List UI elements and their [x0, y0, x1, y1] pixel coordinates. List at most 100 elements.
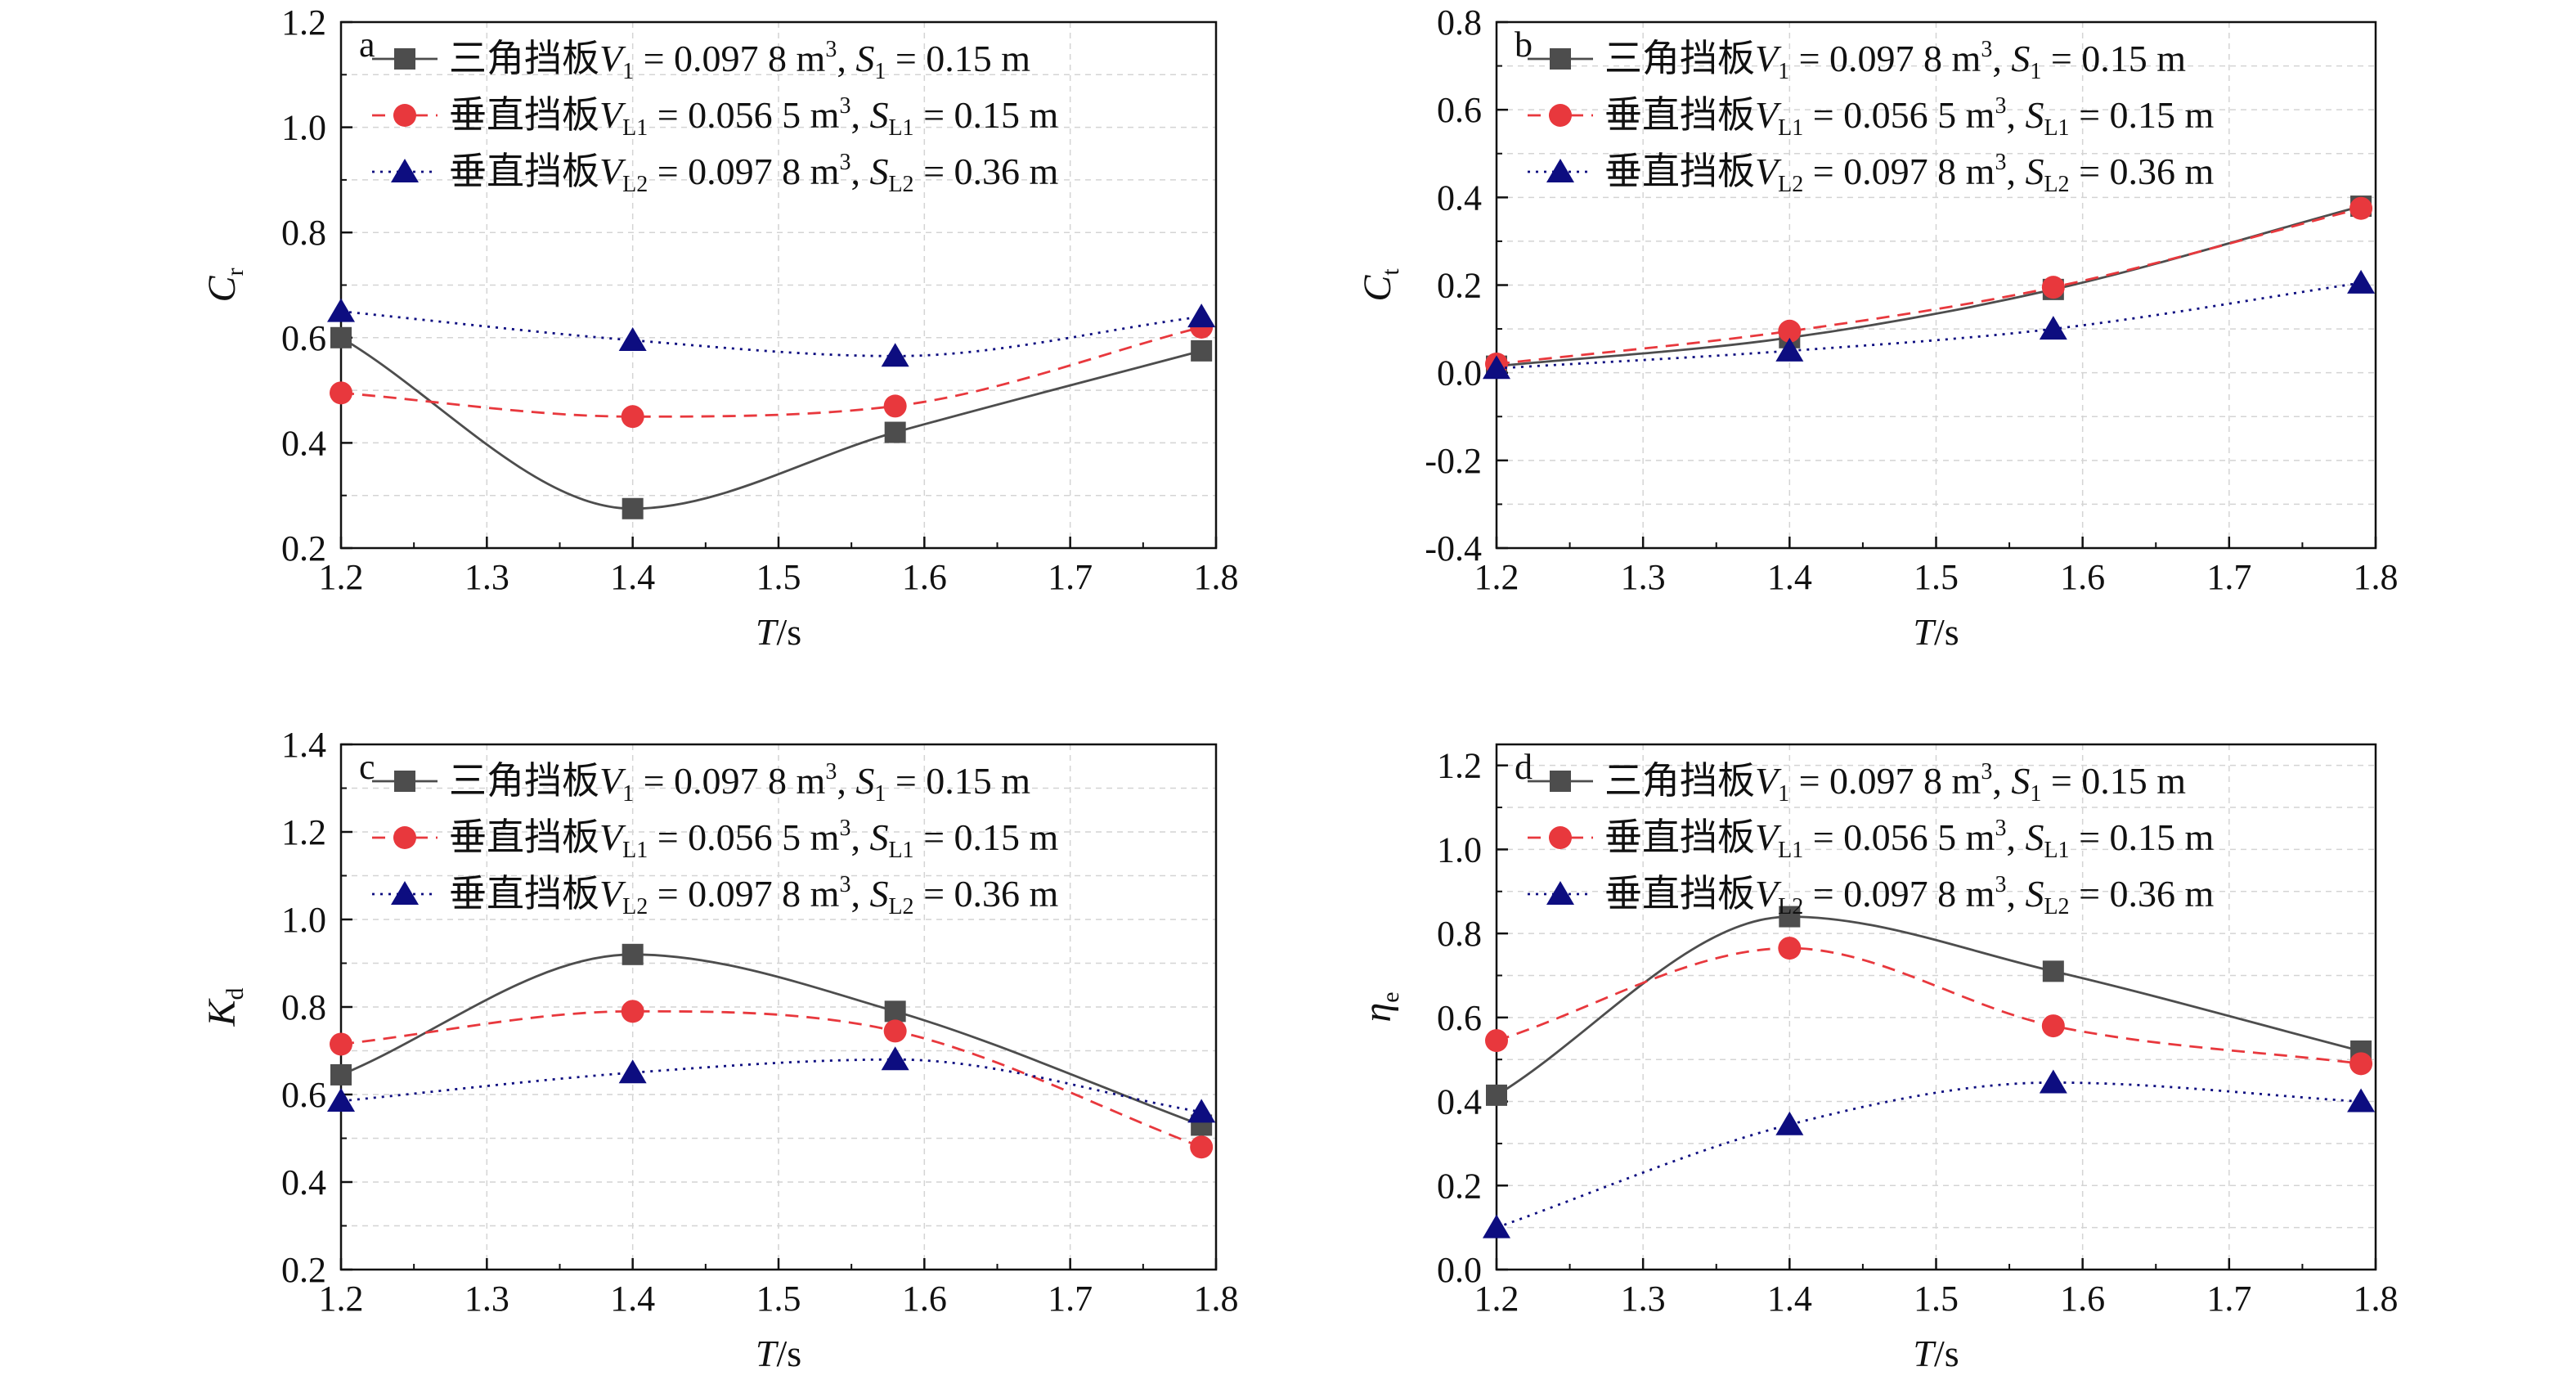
- legend-name: 三角挡板: [1604, 760, 1755, 802]
- series-line-3: [340, 1058, 1202, 1113]
- y-tick-label: 1.4: [281, 725, 326, 765]
- x-axis-label-var: T: [1913, 611, 1936, 653]
- chart-panel-d: 1.2 1.3 1.4 1.5 1.6 1.7 1.8 0.0 0.2 0.4 0.6 0.8 1.0 1…: [1356, 743, 2399, 1374]
- legend-var-sub: 1: [1778, 781, 1789, 807]
- y-axis-label: ηe: [1356, 991, 1404, 1022]
- data-point-series-3: [327, 1088, 355, 1113]
- data-point-series-3: [1775, 1111, 1804, 1135]
- y-tick-label: 0.6: [281, 318, 326, 358]
- x-tick-label: 1.4: [610, 1279, 655, 1319]
- legend-label-3: 垂直挡板VL2 = 0.097 8 m3, SL2 = 0.36 m: [1604, 150, 2215, 197]
- legend-name: 垂直挡板: [1604, 873, 1755, 915]
- series-line-2: [340, 1009, 1202, 1149]
- y-tick-label: 1.2: [1437, 746, 1482, 786]
- x-axis-label: T/s: [756, 611, 801, 653]
- series-line-3: [1496, 281, 2362, 370]
- x-tick-label: 1.3: [1621, 1279, 1666, 1319]
- legend-var-sub: 1: [622, 59, 634, 84]
- legend-s-sub: L2: [888, 894, 913, 919]
- legend-v-sup: 3: [825, 37, 837, 62]
- x-tick-label: 1.3: [464, 557, 509, 597]
- series-line-3: [1496, 1081, 2362, 1229]
- legend-sep: ,: [850, 151, 869, 192]
- legend-s-var: S: [2025, 873, 2044, 915]
- data-point-series-3: [618, 327, 647, 352]
- legend-s-var: S: [869, 873, 888, 915]
- legend-var: V: [1755, 873, 1782, 915]
- data-point-series-2: [1778, 319, 1802, 343]
- x-tick-label: 1.2: [1474, 1279, 1519, 1319]
- legend-v-value: = 0.056 5 m: [648, 816, 839, 858]
- y-axis-label-sub: t: [1377, 268, 1404, 276]
- legend-s-var: S: [2025, 816, 2044, 858]
- legend-s-value: = 0.36 m: [914, 873, 1059, 915]
- legend-s-value: = 0.15 m: [2070, 94, 2215, 136]
- legend-marker-3: [391, 881, 419, 905]
- legend-s-sub: L1: [2044, 838, 2069, 863]
- legend-v-sup: 3: [839, 93, 850, 119]
- legend-label-2: 垂直挡板VL1 = 0.056 5 m3, SL1 = 0.15 m: [1604, 93, 2215, 141]
- legend-v-sup: 3: [1981, 759, 1992, 784]
- legend-marker-1: [394, 48, 415, 70]
- legend-v-sup: 3: [1995, 872, 2006, 897]
- y-tick-label: 0.6: [1437, 998, 1482, 1038]
- legend-name: 垂直挡板: [449, 873, 599, 915]
- y-axis-label-main: K: [200, 998, 244, 1027]
- y-tick-label: 0.4: [1437, 1082, 1482, 1122]
- legend-var: V: [1755, 816, 1782, 858]
- x-tick-label: 1.3: [1621, 557, 1666, 597]
- x-tick-label: 1.2: [1474, 557, 1519, 597]
- data-point-series-2: [2349, 196, 2373, 220]
- x-tick-label: 1.5: [1914, 1279, 1959, 1319]
- x-tick-label: 1.4: [1767, 1279, 1812, 1319]
- legend-var: V: [599, 816, 626, 858]
- data-point-series-2: [1485, 1029, 1508, 1053]
- legend-var-sub: L2: [622, 172, 648, 197]
- y-tick-label: 0.8: [1437, 914, 1482, 954]
- legend-v-sup: 3: [1995, 816, 2006, 841]
- legend-name: 垂直挡板: [1604, 816, 1755, 858]
- legend-s-value: = 0.36 m: [2070, 873, 2215, 915]
- series-line-1: [340, 953, 1202, 1126]
- legend-s-var: S: [2025, 94, 2044, 136]
- legend-var: V: [1755, 38, 1782, 79]
- legend-name: 垂直挡板: [449, 94, 599, 136]
- series-line-2: [340, 326, 1202, 418]
- data-point-series-1: [1191, 339, 1213, 362]
- x-axis-label: T/s: [1913, 611, 1959, 653]
- legend-name: 垂直挡板: [1604, 94, 1755, 136]
- data-point-series-3: [881, 1046, 909, 1071]
- legend-var: V: [599, 38, 626, 79]
- data-point-series-2: [2349, 1052, 2373, 1076]
- legend-marker-1: [1550, 48, 1571, 70]
- x-axis-label-var: T: [756, 1333, 779, 1374]
- data-point-series-1: [884, 1000, 906, 1023]
- y-tick-label: 1.0: [281, 900, 326, 940]
- y-tick-label: 0.8: [281, 213, 326, 253]
- series-line-2: [1496, 207, 2362, 366]
- data-point-series-2: [2041, 276, 2065, 299]
- legend-var: V: [599, 760, 626, 802]
- legend-var-sub: L1: [622, 838, 648, 863]
- legend-s-value: = 0.15 m: [914, 94, 1059, 136]
- panel-label: d: [1515, 747, 1533, 787]
- legend-var: V: [1755, 151, 1782, 192]
- data-point-series-1: [330, 326, 352, 348]
- data-point-series-1: [2042, 960, 2064, 982]
- legend-v-sup: 3: [839, 150, 850, 175]
- legend-marker-3: [391, 159, 419, 182]
- legend-marker-2: [393, 826, 416, 849]
- legend-v-sup: 3: [825, 759, 837, 784]
- legend-var-sub: L1: [622, 115, 648, 141]
- legend-var: V: [1755, 760, 1782, 802]
- y-tick-label: 0.6: [1437, 90, 1482, 130]
- y-axis-label: Kd: [200, 987, 249, 1027]
- legend-marker-3: [1546, 159, 1574, 182]
- legend-label-3: 垂直挡板VL2 = 0.097 8 m3, SL2 = 0.36 m: [1604, 872, 2215, 919]
- y-tick-label: 0.6: [281, 1075, 326, 1115]
- legend-s-value: = 0.15 m: [886, 760, 1030, 802]
- legend-var-sub: 1: [622, 781, 634, 807]
- legend-label-2: 垂直挡板VL1 = 0.056 5 m3, SL1 = 0.15 m: [449, 816, 1059, 863]
- data-point-series-2: [621, 405, 644, 429]
- legend-sep: ,: [2006, 151, 2025, 192]
